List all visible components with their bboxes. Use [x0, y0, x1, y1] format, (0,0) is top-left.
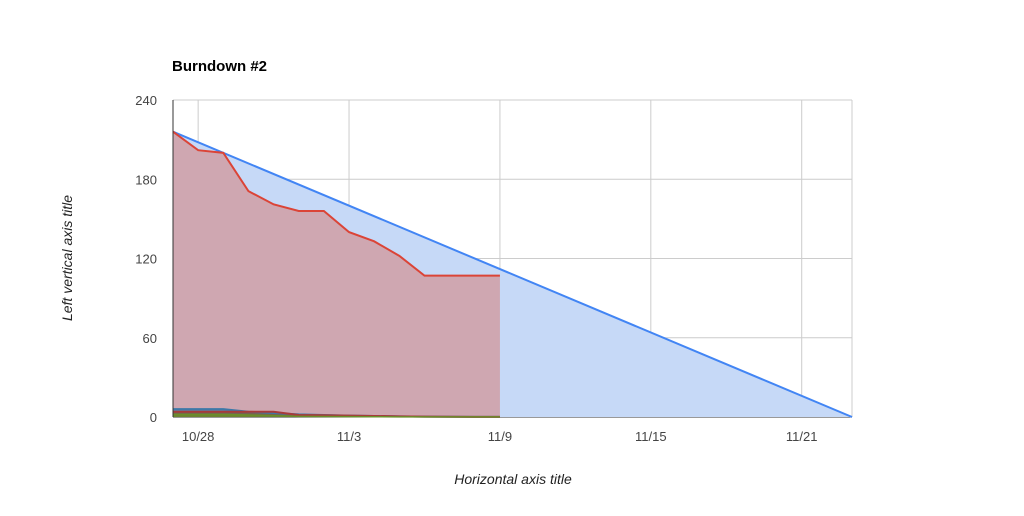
small-line-3: [173, 413, 500, 418]
actual-area: [173, 131, 500, 417]
line-layer: [172, 130, 853, 418]
x-tick-label: 11/3: [337, 429, 361, 444]
y-tick-label: 180: [135, 172, 157, 187]
y-tick-label: 0: [150, 410, 157, 425]
x-tick-label: 11/21: [786, 429, 818, 444]
y-axis-title: Left vertical axis title: [59, 195, 75, 321]
x-axis-title: Horizontal axis title: [454, 471, 572, 487]
x-tick-label: 10/28: [182, 429, 215, 444]
actual-line: [172, 130, 500, 277]
axis-layer: 0 60 120 180 240 10/28 11/3 11/9 11/15 11/21: [135, 93, 817, 444]
x-tick-label: 11/15: [635, 429, 667, 444]
small-area-3: [173, 414, 500, 417]
chart-title: Burndown #2: [172, 58, 268, 75]
ideal-line: [172, 130, 853, 418]
y-tick-label: 240: [135, 93, 157, 108]
y-tick-label: 60: [143, 331, 157, 346]
x-tick-label: 11/9: [488, 429, 512, 444]
y-tick-label: 120: [135, 252, 157, 267]
